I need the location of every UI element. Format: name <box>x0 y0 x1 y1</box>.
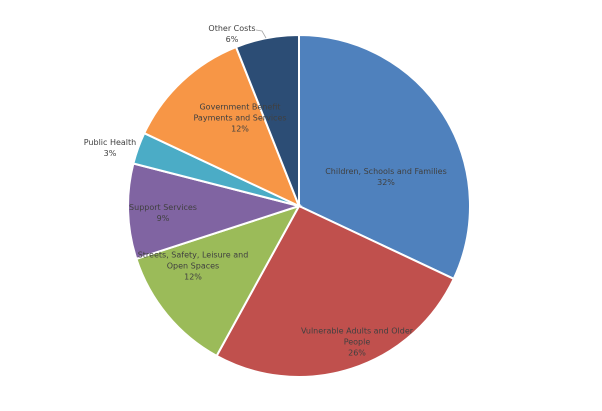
data-label-category: Other Costs <box>208 24 256 33</box>
pie-slices <box>127 33 471 378</box>
pie-slice-government-benefit-payments-and-services <box>142 45 301 208</box>
data-label-category: Streets, Safety, Leisure and <box>137 250 249 260</box>
data-label-value: 6% <box>225 35 239 44</box>
data-label-value: 9% <box>156 214 170 223</box>
data-label-category: Support Services <box>129 203 197 212</box>
data-label-category: Vulnerable Adults and Older <box>300 326 414 336</box>
pie-slice-other-costs <box>234 33 300 207</box>
other-costs-leader-line <box>255 29 267 39</box>
data-label: Government Benefit Payments and Services 1… <box>193 102 286 135</box>
data-label: Public Health 3% <box>84 137 137 159</box>
data-label: Vulnerable Adults and Older People 26% <box>301 326 413 359</box>
data-label-value: 12% <box>231 124 249 134</box>
data-label-value: 12% <box>184 272 202 282</box>
data-label: Support Services 9% <box>129 202 197 224</box>
data-label-category: Open Spaces <box>166 261 220 271</box>
pie-slice-support-services <box>127 162 303 261</box>
data-label-category: Children, Schools and Families <box>325 167 447 176</box>
data-label-value: 3% <box>103 149 117 158</box>
data-label-category: Government Benefit <box>199 102 281 112</box>
data-label-category: Payments and Services <box>193 113 287 123</box>
data-label: Other Costs 6% <box>208 23 255 45</box>
pie-slice-streets-safety-leisure-and-open-spaces <box>135 204 302 358</box>
data-label: Children, Schools and Families 32% <box>325 166 447 188</box>
data-label-value: 32% <box>377 178 395 187</box>
data-label-category: Public Health <box>83 138 137 147</box>
data-label-value: 26% <box>348 348 366 358</box>
data-label: Streets, Safety, Leisure and Open Spaces 1… <box>138 250 249 283</box>
data-label-category: People <box>343 337 371 347</box>
pie-slice-children-schools-and-families <box>298 33 471 281</box>
